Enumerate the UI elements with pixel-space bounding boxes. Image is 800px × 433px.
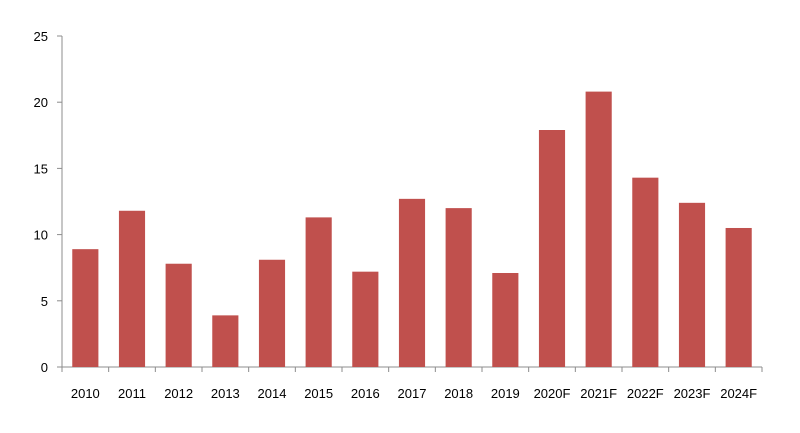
bar-2022F [632, 177, 659, 367]
bar-2013 [212, 315, 239, 367]
bar-2016 [352, 271, 379, 367]
x-tick-label: 2016 [351, 386, 380, 401]
x-tick-label: 2011 [118, 386, 146, 401]
x-tick-label: 2017 [398, 386, 427, 401]
y-tick-label: 15 [34, 161, 48, 176]
x-tick-label: 2013 [211, 386, 240, 401]
bar-2010 [72, 249, 99, 367]
bar-2018 [445, 208, 472, 367]
x-tick-label: 2018 [444, 386, 473, 401]
bar-2020F [538, 130, 566, 367]
x-tick-label: 2010 [71, 386, 100, 401]
bar-2015 [305, 217, 332, 367]
x-tick-label: 2024F [720, 386, 757, 401]
bar-2023F [678, 202, 706, 367]
y-tick-label: 25 [34, 29, 48, 44]
bar-2011 [118, 210, 146, 367]
bar-2014 [258, 259, 286, 367]
x-tick-label: 2014 [258, 386, 287, 401]
bar-2024F [725, 227, 752, 367]
bar-2021F [585, 91, 612, 367]
bar-2017 [398, 198, 426, 367]
y-tick-label: 10 [34, 228, 48, 243]
bar-2012 [165, 263, 192, 367]
bar-series [72, 91, 752, 367]
x-tick-label: 2015 [304, 386, 333, 401]
x-axis: 2010 2011 2012 2013 2014 2015 2016 2017 2018 2019… [61, 366, 763, 401]
x-tick-label: 2012 [164, 386, 193, 401]
y-tick-label: 0 [41, 360, 48, 375]
bar-2019 [492, 272, 519, 367]
x-tick-label: 2022F [627, 386, 664, 401]
y-tick-label: 20 [34, 95, 48, 110]
x-tick-label: 2021F [580, 386, 617, 401]
y-axis: 0 5 10 15 20 25 [34, 29, 63, 375]
x-tick-label: 2020F [534, 386, 571, 401]
x-tick-label: 2019 [491, 386, 520, 401]
x-tick-label: 2023F [674, 386, 711, 401]
y-tick-label: 5 [41, 294, 48, 309]
